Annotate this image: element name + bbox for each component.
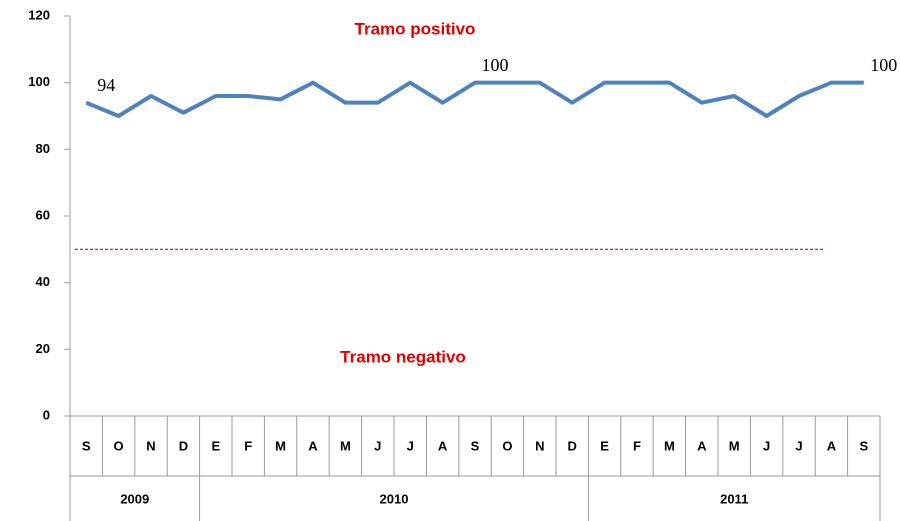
x-tick-label: S	[82, 438, 91, 453]
x-tick-label: J	[407, 438, 414, 453]
y-tick-label: 80	[36, 141, 50, 156]
x-tick-label: J	[795, 438, 802, 453]
x-tick-label: M	[340, 438, 351, 453]
year-label: 2009	[120, 491, 149, 506]
series-line	[85, 80, 864, 118]
x-tick-label: M	[275, 438, 286, 453]
x-tick-label: E	[600, 438, 609, 453]
x-tick-label: O	[114, 438, 124, 453]
x-tick-label: S	[859, 438, 868, 453]
x-tick-label: J	[763, 438, 770, 453]
x-tick-label: N	[146, 438, 155, 453]
x-tick-label: A	[308, 438, 318, 453]
x-tick-label: J	[374, 438, 381, 453]
x-tick-label: F	[633, 438, 641, 453]
data-label: 94	[97, 75, 115, 95]
data-label: 100	[482, 55, 509, 75]
x-tick-label: A	[438, 438, 448, 453]
x-tick-label: E	[211, 438, 220, 453]
x-tick-label: O	[502, 438, 512, 453]
data-label: 100	[870, 55, 897, 75]
x-tick-label: A	[697, 438, 707, 453]
y-tick-label: 40	[36, 274, 50, 289]
x-tick-label: N	[535, 438, 544, 453]
y-tick-label: 0	[43, 407, 50, 422]
y-tick-label: 20	[36, 341, 50, 356]
annotation: Tramo negativo	[340, 347, 466, 366]
annotation: Tramo positivo	[355, 19, 476, 38]
year-label: 2011	[720, 491, 748, 506]
x-tick-label: M	[664, 438, 675, 453]
x-tick-label: D	[568, 438, 577, 453]
x-tick-label: A	[827, 438, 837, 453]
year-label: 2010	[380, 491, 409, 506]
x-tick-label: M	[729, 438, 740, 453]
x-tick-label: S	[471, 438, 480, 453]
y-tick-label: 120	[28, 7, 50, 22]
y-tick-label: 100	[28, 74, 50, 89]
y-tick-label: 60	[36, 207, 50, 222]
x-tick-label: D	[179, 438, 188, 453]
x-tick-label: F	[244, 438, 252, 453]
